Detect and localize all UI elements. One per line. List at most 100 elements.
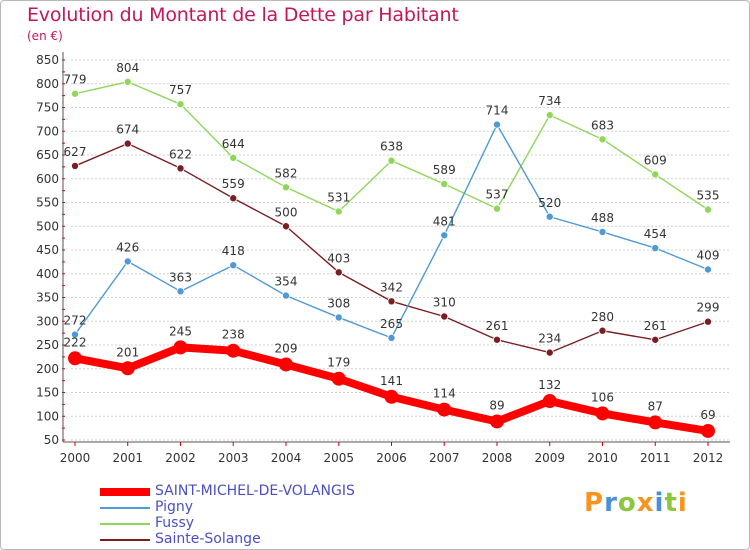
y-tick-label: 800 — [36, 77, 59, 91]
data-label: 342 — [380, 280, 403, 294]
data-label: 209 — [275, 341, 298, 355]
data-point — [173, 340, 188, 355]
series-lines — [68, 77, 715, 438]
y-tick-label: 250 — [36, 338, 59, 352]
y-tick-label: 50 — [44, 433, 59, 447]
x-tick-label: 2001 — [112, 451, 143, 465]
legend-item: Pigny — [100, 499, 420, 516]
y-tick-label: 100 — [36, 409, 59, 423]
data-point — [123, 139, 132, 148]
x-tick-label: 2011 — [640, 451, 671, 465]
data-point — [281, 291, 290, 300]
data-label: 683 — [591, 118, 614, 132]
data-point — [598, 135, 607, 144]
data-label: 535 — [697, 189, 720, 203]
data-point — [598, 326, 607, 335]
data-point — [281, 183, 290, 192]
data-point — [440, 179, 449, 188]
data-point — [542, 394, 557, 409]
data-point — [229, 194, 238, 203]
legend-item: Sainte-Solange — [100, 531, 420, 548]
series-line-saint-michel-de-volangis — [71, 343, 712, 435]
chart-unit-label: (en €) — [27, 29, 63, 43]
x-tick-label: 2005 — [323, 451, 354, 465]
data-point — [123, 77, 132, 86]
data-label: 114 — [433, 387, 456, 401]
data-label: 426 — [116, 240, 139, 254]
data-point — [545, 212, 554, 221]
legend-swatch — [100, 539, 150, 541]
data-point — [71, 330, 80, 339]
data-label: 132 — [538, 378, 561, 392]
legend-item: Fussy — [100, 515, 420, 532]
data-label: 454 — [644, 227, 667, 241]
data-point — [651, 244, 660, 253]
data-point — [545, 111, 554, 120]
data-point — [176, 164, 185, 173]
y-tick-label: 150 — [36, 386, 59, 400]
data-point — [123, 257, 132, 266]
data-label: 141 — [380, 374, 403, 388]
data-label: 310 — [433, 296, 456, 310]
y-tick-label: 650 — [36, 148, 59, 162]
data-point — [71, 161, 80, 170]
proxiti-logo: Proxiti — [584, 488, 688, 518]
data-label: 757 — [169, 83, 192, 97]
data-point — [120, 361, 135, 376]
data-point — [701, 423, 715, 438]
data-point — [440, 312, 449, 321]
legend-swatch — [100, 523, 150, 525]
data-point — [648, 415, 663, 430]
data-label: 638 — [380, 140, 403, 154]
x-tick-label: 2008 — [482, 451, 513, 465]
y-tick-label: 200 — [36, 362, 59, 376]
data-point — [384, 389, 399, 404]
data-point — [281, 222, 290, 231]
data-label: 734 — [538, 94, 561, 108]
data-point — [704, 205, 713, 214]
data-label: 299 — [697, 301, 720, 315]
data-label: 106 — [591, 390, 614, 404]
data-point — [334, 268, 343, 277]
data-point — [492, 335, 501, 344]
data-label: 261 — [644, 319, 667, 333]
data-point — [595, 406, 610, 421]
x-tick-label: 2003 — [218, 451, 249, 465]
x-tick-label: 2006 — [376, 451, 407, 465]
legend-label: Pigny — [155, 499, 194, 515]
axes — [62, 52, 730, 446]
data-label: 363 — [169, 270, 192, 284]
data-point — [226, 343, 241, 358]
data-label: 403 — [327, 251, 350, 265]
data-label: 265 — [380, 317, 403, 331]
data-label: 354 — [275, 275, 298, 289]
y-tick-label: 700 — [36, 124, 59, 138]
y-axis-ticks: 50 100 150 200 250 300 350 400 450 500 550 600 650 70… — [36, 53, 59, 447]
data-point — [176, 287, 185, 296]
data-label: 238 — [222, 328, 245, 342]
y-tick-label: 750 — [36, 101, 59, 115]
data-point — [704, 317, 713, 326]
data-point — [387, 333, 396, 342]
data-point — [651, 170, 660, 179]
data-labels: 627 674 622 559 500 403 342 310 261 234 280 261 299 7… — [64, 61, 720, 422]
data-point — [334, 313, 343, 322]
data-point — [387, 156, 396, 165]
data-label: 537 — [486, 188, 509, 202]
data-label: 674 — [116, 123, 139, 137]
data-label: 280 — [591, 310, 614, 324]
data-point — [437, 402, 452, 417]
data-point — [440, 231, 449, 240]
data-label: 272 — [64, 314, 87, 328]
data-label: 622 — [169, 147, 192, 161]
y-tick-label: 850 — [36, 53, 59, 67]
legend-label: Sainte-Solange — [155, 531, 261, 547]
data-label: 531 — [327, 191, 350, 205]
legend-label: SAINT-MICHEL-DE-VOLANGIS — [155, 483, 355, 499]
data-point — [229, 261, 238, 270]
data-point — [229, 153, 238, 162]
data-point — [387, 297, 396, 306]
data-label: 87 — [648, 399, 663, 413]
data-label: 409 — [697, 248, 720, 262]
